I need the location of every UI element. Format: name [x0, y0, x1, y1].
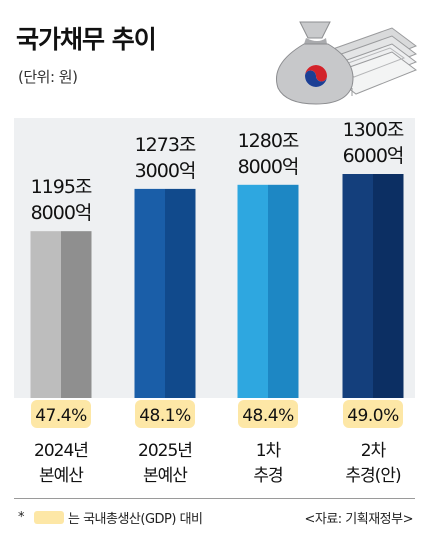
bar-right-half [61, 231, 92, 398]
gdp-ratio-label: 48.4% [242, 406, 294, 426]
gdp-ratio-highlight [238, 400, 298, 428]
gdp-ratio-highlight [135, 400, 195, 428]
category-tick-label: 2025년 [138, 441, 192, 461]
bar-value-label: 8000억 [238, 156, 299, 178]
category-tick-label: 2차 [361, 441, 387, 461]
bar-value-label: 1280조 [238, 130, 299, 152]
gdp-ratio-label: 47.4% [35, 406, 87, 426]
bar-right-half [268, 184, 299, 398]
baseline-strip [14, 398, 415, 412]
bar-value-label: 3000억 [135, 160, 196, 182]
bar-left-half [342, 174, 373, 398]
bar-value-label: 1195조 [31, 176, 92, 198]
gdp-ratio-highlight [31, 400, 91, 428]
category-tick-label: 1차 [256, 441, 282, 461]
page-title: 국가채무 추이 [16, 25, 157, 54]
footnote-text: 는 국내총생산(GDP) 대비 [68, 512, 203, 527]
bar-right-half [165, 188, 196, 398]
bar-left-half [30, 231, 61, 398]
category-tick-label: 2024년 [34, 441, 88, 461]
gdp-ratio-highlight [343, 400, 403, 428]
highlight-swatch [34, 511, 64, 524]
bar-right-half [373, 174, 404, 398]
gdp-ratio-label: 49.0% [347, 406, 399, 426]
bar-left-half [237, 184, 268, 398]
footnote-marker: * [18, 510, 25, 525]
bar-left-half [134, 188, 165, 398]
bar-value-label: 8000억 [31, 202, 92, 224]
bar-value-label: 1273조 [135, 134, 196, 156]
category-tick-label: 추경(안) [345, 466, 401, 486]
footnote: * 는 국내총생산(GDP) 대비 [18, 508, 203, 527]
gdp-ratio-label: 48.1% [139, 406, 191, 426]
category-tick-label: 본예산 [39, 466, 84, 486]
source-label: <자료: 기획재정부> [304, 512, 413, 527]
category-tick-label: 추경 [253, 466, 282, 486]
divider [14, 498, 415, 499]
unit-label: (단위: 원) [18, 68, 78, 86]
bar-value-label: 1300조 [343, 119, 404, 141]
bar-value-label: 6000억 [343, 145, 404, 167]
category-tick-label: 본예산 [143, 466, 188, 486]
